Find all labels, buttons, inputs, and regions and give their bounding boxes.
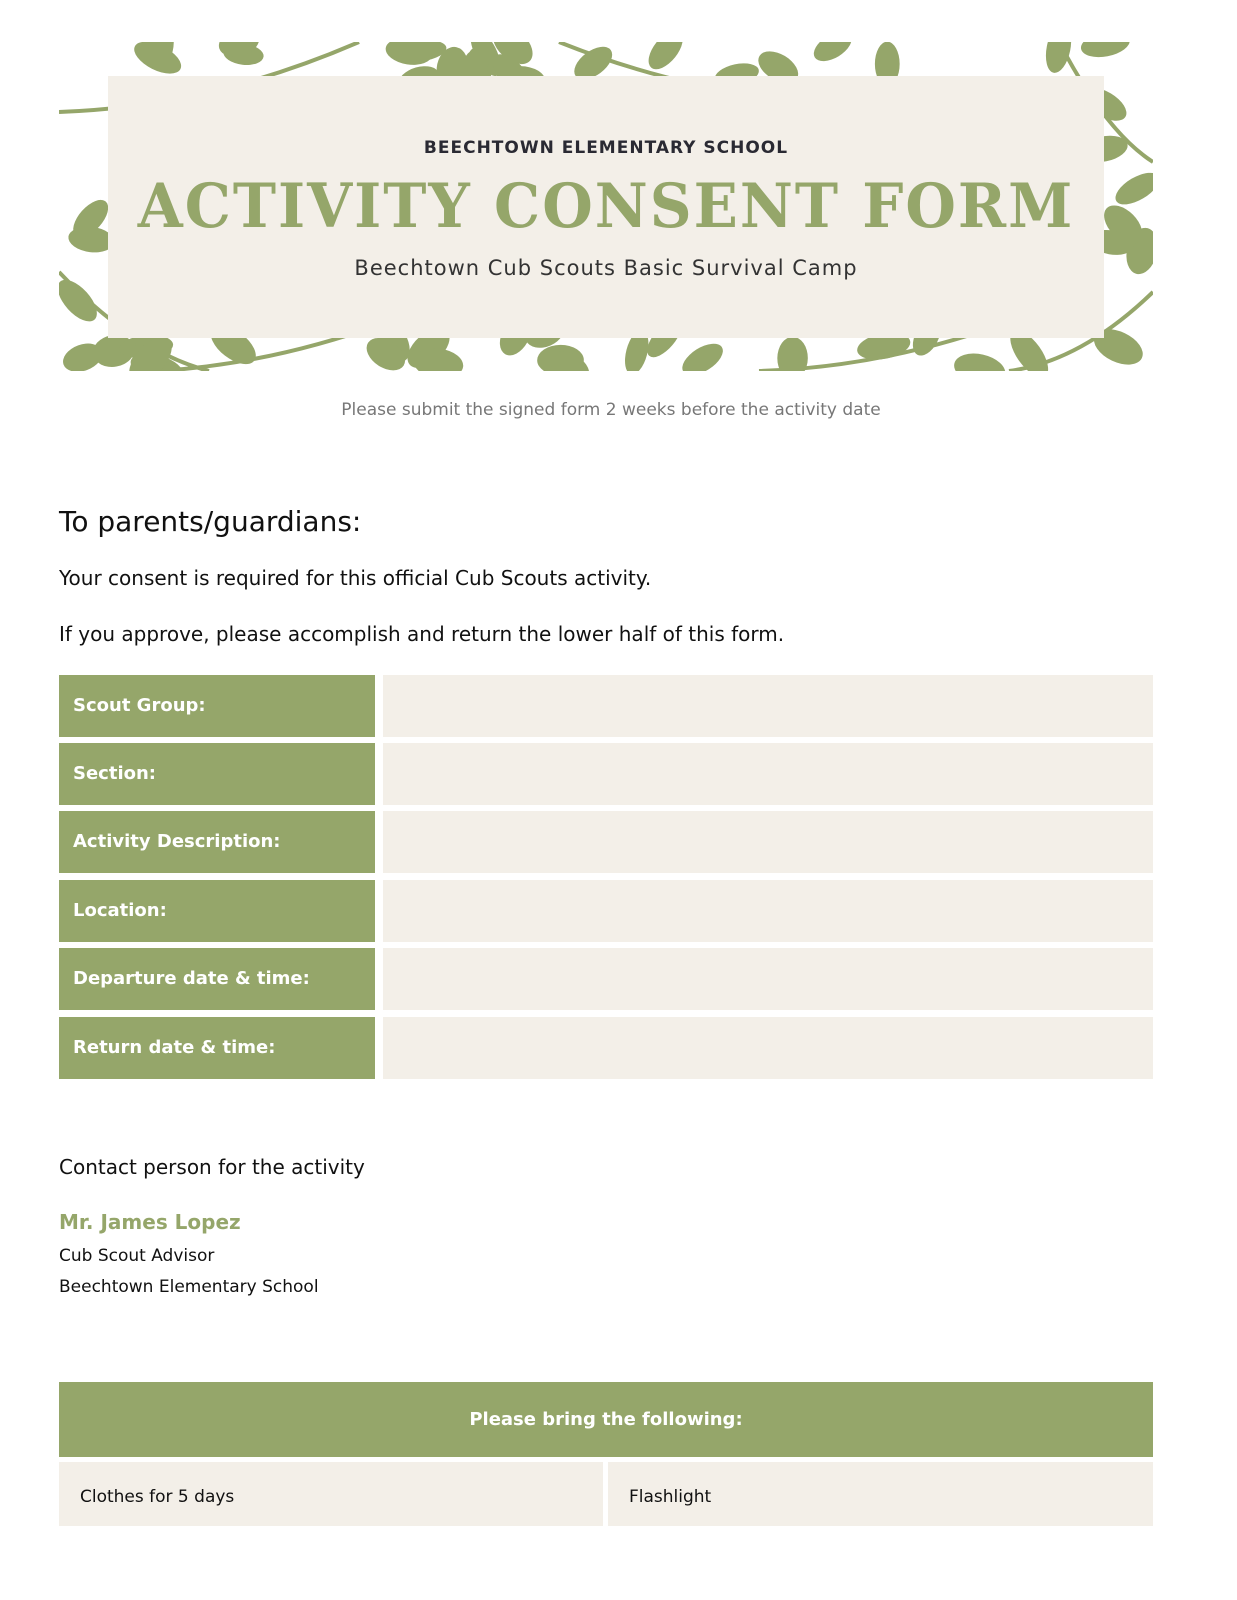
leaf-icon: [874, 42, 900, 87]
form-row-section: Section:: [59, 743, 1153, 805]
form-row-return: Return date & time:: [59, 1017, 1153, 1079]
intro-heading: To parents/guardians:: [59, 505, 362, 538]
leaf-icon: [63, 343, 103, 371]
leaf-icon: [1115, 172, 1153, 205]
field-label: Departure date & time:: [59, 948, 375, 1010]
leaf-icon: [813, 42, 852, 62]
bring-item: Flashlight: [608, 1462, 1153, 1526]
contact-org: Beechtown Elementary School: [59, 1277, 319, 1297]
leaf-icon: [366, 338, 406, 371]
form-row-departure: Departure date & time:: [59, 948, 1153, 1010]
field-label: Return date & time:: [59, 1017, 375, 1079]
bring-item: Clothes for 5 days: [59, 1462, 603, 1526]
leaf-icon: [59, 279, 97, 322]
leaf-icon: [413, 348, 464, 371]
contact-title: Contact person for the activity: [59, 1155, 365, 1179]
leaf-icon: [1080, 42, 1130, 58]
leaf-icon: [385, 42, 433, 65]
leaf-icon: [550, 351, 590, 371]
leaf-icon: [1094, 329, 1143, 365]
contact-name: Mr. James Lopez: [59, 1210, 241, 1234]
intro-line-2: If you approve, please accomplish and re…: [59, 622, 785, 646]
form-row-scout-group: Scout Group:: [59, 675, 1153, 737]
leaf-icon: [648, 42, 683, 70]
form-row-activity-description: Activity Description:: [59, 811, 1153, 873]
field-label: Scout Group:: [59, 675, 375, 737]
leaf-icon: [218, 42, 260, 57]
page-title: ACTIVITY CONSENT FORM: [137, 170, 1075, 242]
leaf-icon: [682, 343, 723, 371]
page-subtitle: Beechtown Cub Scouts Basic Survival Camp: [354, 256, 858, 280]
leaf-icon: [777, 336, 808, 371]
leaf-icon: [857, 332, 911, 360]
leaf-icon: [1045, 42, 1072, 73]
title-box: BEECHTOWN ELEMENTARY SCHOOL ACTIVITY CON…: [108, 76, 1104, 338]
activity-description-input[interactable]: [383, 811, 1153, 873]
leaf-icon: [574, 46, 613, 80]
return-input[interactable]: [383, 1017, 1153, 1079]
leaf-icon: [625, 330, 649, 371]
intro-line-1: Your consent is required for this offici…: [59, 566, 652, 590]
leaf-icon: [954, 353, 1006, 371]
school-name: BEECHTOWN ELEMENTARY SCHOOL: [423, 138, 789, 158]
departure-input[interactable]: [383, 948, 1153, 1010]
leaf-icon: [492, 42, 533, 65]
section-input[interactable]: [383, 743, 1153, 805]
leaf-icon: [147, 42, 174, 66]
field-label: Location:: [59, 880, 375, 942]
form-row-location: Location:: [59, 880, 1153, 942]
leaf-icon: [129, 336, 172, 371]
field-label: Activity Description:: [59, 811, 375, 873]
leaf-icon: [73, 199, 109, 238]
submission-note: Please submit the signed form 2 weeks be…: [341, 400, 881, 420]
bring-heading: Please bring the following:: [59, 1382, 1153, 1457]
scout-group-input[interactable]: [383, 675, 1153, 737]
location-input[interactable]: [383, 880, 1153, 942]
header-banner: BEECHTOWN ELEMENTARY SCHOOL ACTIVITY CON…: [59, 42, 1153, 371]
contact-role: Cub Scout Advisor: [59, 1246, 215, 1266]
leaf-icon: [758, 51, 799, 84]
field-label: Section:: [59, 743, 375, 805]
leaf-icon: [1010, 330, 1049, 371]
